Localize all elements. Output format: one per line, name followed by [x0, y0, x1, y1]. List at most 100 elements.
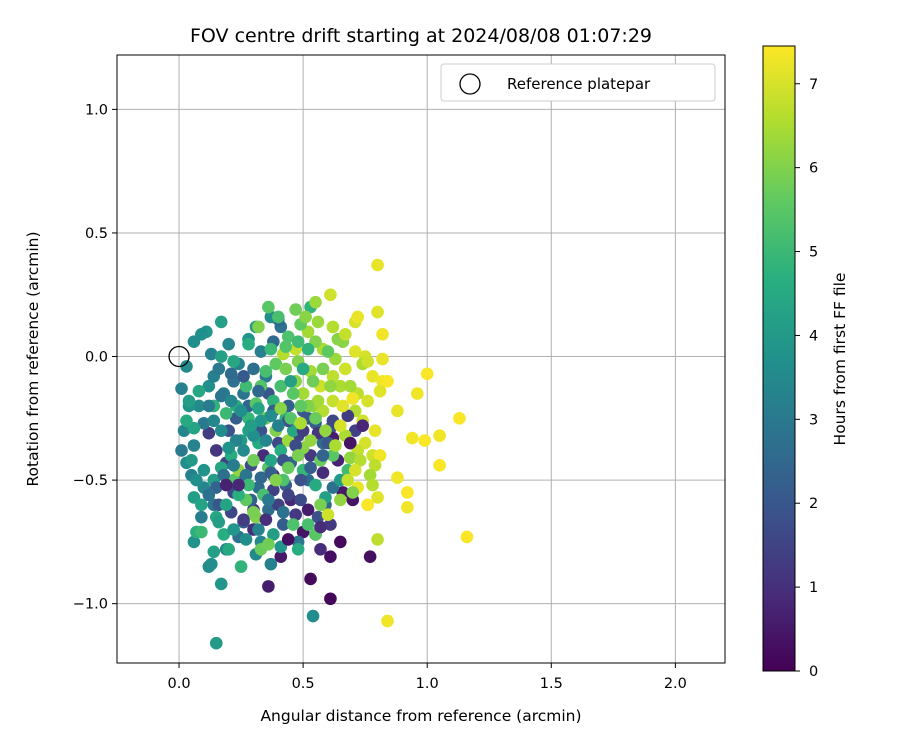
data-point: [321, 345, 335, 358]
data-point: [341, 473, 355, 487]
data-point: [316, 466, 330, 479]
data-point: [269, 357, 283, 371]
data-point: [418, 434, 432, 447]
data-point: [262, 493, 275, 507]
data-point: [187, 439, 201, 452]
colorbar-gradient: [762, 45, 796, 672]
x-tick-label: 1.0: [416, 676, 439, 692]
data-point: [334, 535, 347, 549]
data-point: [217, 468, 231, 482]
data-point: [274, 550, 288, 564]
data-point: [259, 434, 273, 447]
colorbar-tick-label: 0: [809, 664, 818, 680]
data-point: [284, 374, 298, 388]
data-point: [460, 530, 474, 544]
data-point: [306, 609, 320, 623]
data-point: [299, 310, 312, 324]
plot-frame: [116, 54, 726, 664]
data-point: [202, 426, 216, 440]
data-point: [247, 505, 260, 519]
data-point: [195, 498, 208, 512]
data-point: [301, 518, 315, 531]
legend-box: [440, 63, 716, 102]
data-point: [343, 451, 357, 465]
data-point: [366, 370, 379, 383]
data-point: [279, 362, 293, 376]
data-point: [336, 399, 350, 413]
data-point: [192, 399, 206, 413]
data-point: [274, 444, 288, 457]
data-point: [326, 370, 340, 383]
data-point: [195, 525, 208, 539]
colorbar-tick-label: 5: [809, 245, 818, 261]
data-point: [391, 471, 404, 484]
data-point: [324, 592, 337, 606]
data-point: [294, 493, 307, 507]
data-point: [368, 424, 382, 437]
data-point: [304, 461, 317, 475]
data-point: [401, 500, 414, 514]
data-point: [202, 379, 216, 393]
data-point: [301, 342, 315, 356]
data-point: [207, 414, 221, 428]
data-point: [214, 577, 228, 591]
data-point: [304, 572, 317, 586]
data-point: [339, 327, 352, 341]
data-point: [234, 404, 248, 418]
data-point: [361, 394, 374, 408]
data-point: [321, 508, 335, 522]
data-point: [281, 461, 295, 475]
data-point: [311, 394, 325, 408]
legend: Reference platepar: [440, 63, 716, 102]
data-point: [433, 429, 446, 442]
data-point: [334, 379, 347, 393]
data-point: [371, 258, 384, 272]
data-point: [361, 498, 374, 512]
x-tick-label: 2.0: [664, 676, 687, 692]
data-point: [329, 439, 342, 452]
data-point: [286, 387, 300, 400]
data-point: [242, 478, 255, 492]
data-point: [227, 523, 240, 536]
data-point: [252, 384, 265, 398]
data-point: [391, 404, 404, 418]
data-point: [232, 488, 245, 502]
y-tick-label: 0.0: [85, 350, 108, 366]
data-point: [185, 454, 198, 467]
y-tick-label: 0.5: [85, 226, 108, 242]
data-point: [301, 503, 315, 517]
data-point: [294, 473, 307, 487]
data-point: [264, 342, 278, 356]
data-point: [406, 431, 419, 445]
data-point: [202, 488, 216, 502]
data-point: [311, 510, 325, 524]
data-point: [267, 528, 280, 541]
data-point: [291, 335, 305, 348]
data-point: [353, 454, 367, 467]
data-point: [207, 545, 221, 559]
data-point: [316, 449, 330, 462]
data-point: [222, 441, 235, 455]
data-point: [309, 295, 322, 309]
data-point: [274, 379, 288, 393]
data-point: [289, 508, 302, 522]
chart-title: FOV centre drift starting at 2024/08/08 …: [190, 25, 652, 47]
data-point: [343, 379, 357, 393]
data-point: [373, 449, 387, 462]
data-point: [314, 520, 327, 534]
x-tick-label: 0.5: [292, 676, 315, 692]
data-point: [197, 416, 211, 430]
data-point: [175, 444, 188, 457]
data-point: [289, 439, 302, 452]
data-point: [222, 543, 235, 556]
data-point: [376, 352, 389, 366]
x-tick-label: 0.0: [168, 676, 191, 692]
data-point: [306, 374, 320, 388]
data-point: [381, 614, 394, 628]
data-point: [212, 362, 226, 376]
data-point: [180, 360, 193, 373]
y-tick-label: −0.5: [73, 473, 108, 489]
x-tick-label: 1.5: [540, 676, 563, 692]
data-point: [334, 493, 347, 507]
